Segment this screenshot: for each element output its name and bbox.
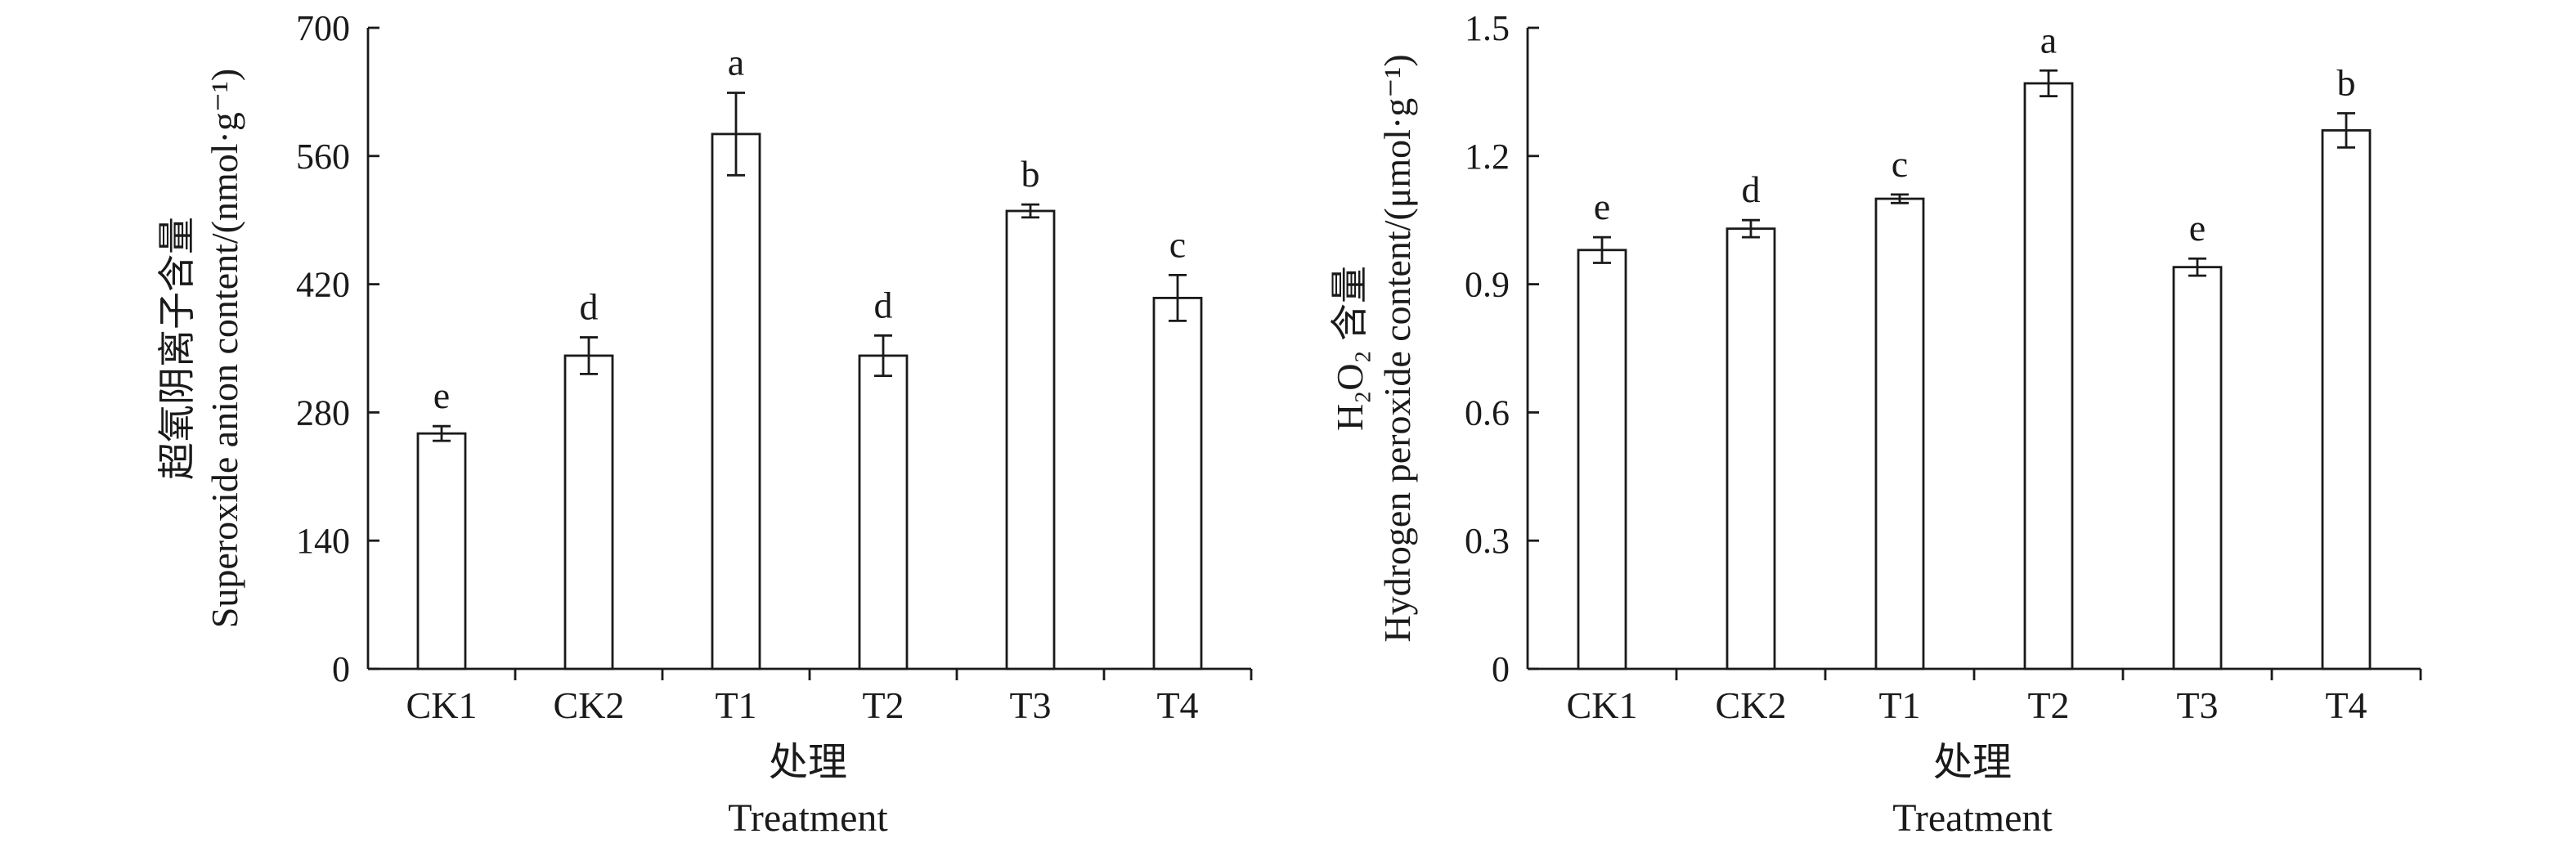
significance-letter: c bbox=[1169, 223, 1186, 265]
y-tick-label: 700 bbox=[296, 8, 350, 48]
x-tick-label: CK1 bbox=[406, 684, 478, 726]
bar bbox=[1154, 298, 1201, 669]
y-tick-label: 0 bbox=[1492, 649, 1510, 689]
bar bbox=[1007, 211, 1054, 669]
x-tick-label: T4 bbox=[2325, 684, 2367, 726]
y-tick-label: 0.3 bbox=[1465, 521, 1510, 561]
bar bbox=[1727, 229, 1775, 669]
significance-letter: a bbox=[728, 42, 744, 83]
significance-letter: d bbox=[874, 284, 893, 325]
x-tick-label: CK2 bbox=[554, 684, 625, 726]
y-axis-title-en: Superoxide anion content/(nmol·g⁻¹) bbox=[204, 69, 245, 628]
x-tick-label: T3 bbox=[1009, 684, 1051, 726]
y-tick-label: 1.2 bbox=[1465, 137, 1510, 177]
y-tick-label: 1.5 bbox=[1465, 8, 1510, 48]
bar bbox=[2025, 83, 2072, 669]
x-tick-label: T1 bbox=[1878, 684, 1920, 726]
significance-letter: d bbox=[580, 286, 599, 328]
x-axis-title-en: Treatment bbox=[728, 796, 888, 840]
x-tick-label: T1 bbox=[715, 684, 756, 726]
y-tick-label: 420 bbox=[296, 265, 350, 305]
significance-letter: c bbox=[1892, 143, 1908, 185]
significance-letter: b bbox=[2337, 62, 2356, 104]
x-tick-label: CK2 bbox=[1716, 684, 1787, 726]
significance-letter: a bbox=[2040, 19, 2057, 61]
x-axis-title-en: Treatment bbox=[1892, 796, 2053, 840]
x-tick-label: T3 bbox=[2176, 684, 2218, 726]
x-axis-title-cn: 处理 bbox=[769, 741, 847, 784]
significance-letter: d bbox=[1742, 168, 1761, 210]
x-tick-label: T2 bbox=[2027, 684, 2069, 726]
x-tick-label: T2 bbox=[862, 684, 904, 726]
bar bbox=[1578, 250, 1626, 669]
y-tick-label: 280 bbox=[296, 392, 350, 433]
y-axis-title-en: Hydrogen peroxide content/(μmol·g⁻¹) bbox=[1376, 54, 1418, 642]
y-tick-label: 0.6 bbox=[1465, 392, 1510, 433]
y-axis-title-cn: H₂O₂ 含量 bbox=[1329, 266, 1371, 431]
bar bbox=[2322, 130, 2370, 669]
y-tick-label: 0 bbox=[332, 649, 350, 689]
bar bbox=[565, 356, 613, 669]
x-tick-label: T4 bbox=[1156, 684, 1198, 726]
bar bbox=[859, 356, 907, 669]
bar bbox=[712, 134, 760, 669]
y-tick-label: 0.9 bbox=[1465, 265, 1510, 305]
y-tick-label: 560 bbox=[296, 137, 350, 177]
bar bbox=[418, 433, 465, 669]
significance-letter: b bbox=[1021, 153, 1040, 195]
significance-letter: e bbox=[2189, 207, 2206, 249]
y-axis-title-cn: 超氧阴离子含量 bbox=[156, 217, 198, 480]
significance-letter: e bbox=[433, 374, 450, 416]
x-tick-label: CK1 bbox=[1567, 684, 1638, 726]
significance-letter: e bbox=[1594, 186, 1610, 227]
x-axis-title-cn: 处理 bbox=[1933, 741, 2012, 784]
bar bbox=[1876, 199, 1923, 669]
bar bbox=[2174, 267, 2221, 669]
hydrogen-peroxide-chart: 0 0.3 0.6 0.9 1.2 1.5 e CK1 d CK2 c T1 a T2 e T3 b T4 处理 Tr… bbox=[1329, 8, 2421, 840]
superoxide-anion-chart: 0 140 280 420 560 700 e CK1 d CK2 a T1 d T2 b T3 c T4 处理 Tr… bbox=[156, 8, 1251, 840]
y-tick-label: 140 bbox=[296, 521, 350, 561]
